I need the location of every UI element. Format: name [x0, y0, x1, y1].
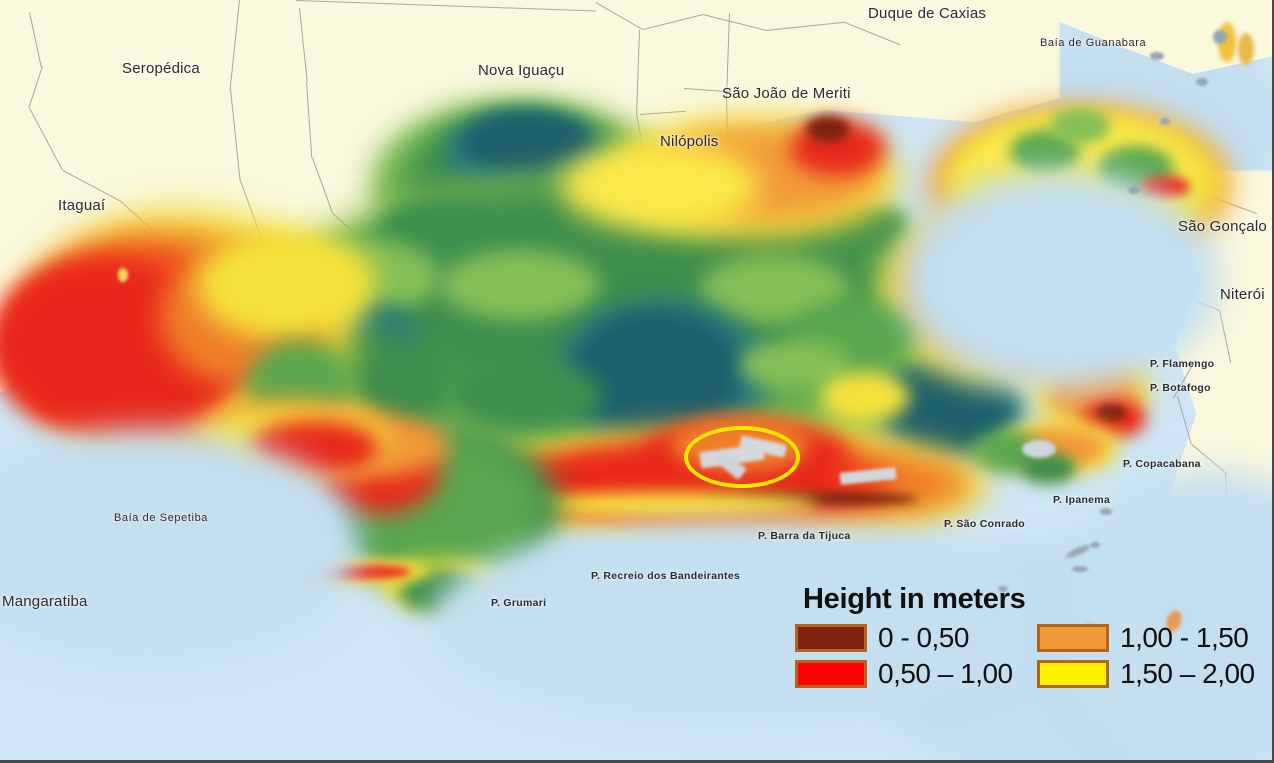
island	[1238, 33, 1254, 65]
legend-label-0-050: 0 - 0,50	[878, 622, 969, 653]
legend-swatch-050-100	[795, 660, 867, 688]
legend-swatch-0-050	[795, 624, 867, 652]
island	[1100, 508, 1112, 515]
island	[118, 268, 128, 282]
terrain-patch	[1096, 404, 1126, 422]
terrain-patch	[560, 142, 760, 230]
legend-item-050-100: 0,50 – 1,00	[795, 658, 1023, 690]
legend-item-0-050: 0 - 0,50	[795, 622, 1023, 654]
terrain-patch	[196, 230, 376, 340]
legend-label-100-150: 1,00 - 1,50	[1120, 622, 1249, 653]
highlight-ellipse	[684, 426, 800, 488]
water-cutout-sepetiba	[0, 430, 360, 660]
terrain-peak	[586, 322, 706, 418]
water-cutout-coast	[430, 520, 1050, 720]
legend-label-050-100: 0,50 – 1,00	[878, 658, 1013, 689]
terrain-patch	[440, 250, 600, 320]
terrain-patch	[452, 360, 602, 430]
map-legend: Height in meters 0 - 0,50 1,00 - 1,50 0,…	[795, 583, 1265, 690]
island	[1160, 118, 1170, 125]
terrain-peak	[462, 112, 590, 174]
lagoon-shape	[1022, 440, 1056, 458]
terrain-patch	[1020, 452, 1076, 484]
terrain-patch	[520, 492, 820, 518]
legend-swatch-150-200	[1037, 660, 1109, 688]
legend-item-150-200: 1,50 – 2,00	[1037, 658, 1265, 690]
island	[1072, 566, 1088, 572]
water-cutout-guanabara	[900, 170, 1220, 390]
legend-title: Height in meters	[803, 583, 1026, 615]
island	[1090, 542, 1100, 548]
island	[1196, 78, 1208, 86]
island	[998, 586, 1008, 592]
legend-item-100-150: 1,00 - 1,50	[1037, 622, 1265, 654]
terrain-patch	[820, 372, 910, 422]
legend-swatch-100-150	[1037, 624, 1109, 652]
terrain-patch	[1050, 108, 1110, 144]
terrain-patch	[806, 116, 850, 142]
island	[1128, 186, 1140, 194]
island	[1150, 52, 1164, 60]
island	[1213, 30, 1227, 44]
legend-grid: 0 - 0,50 1,00 - 1,50 0,50 – 1,00 1,50 – …	[795, 622, 1265, 690]
legend-label-150-200: 1,50 – 2,00	[1120, 658, 1255, 689]
